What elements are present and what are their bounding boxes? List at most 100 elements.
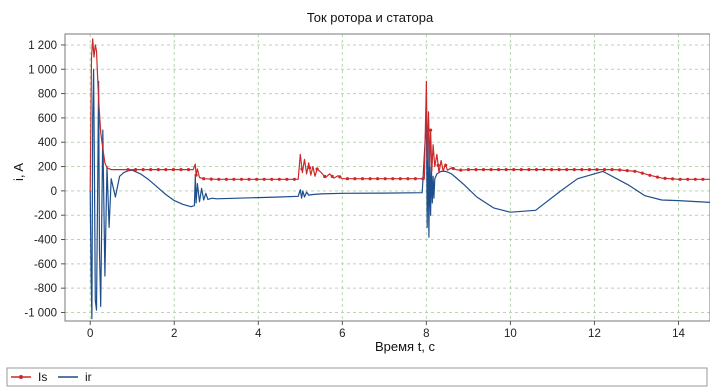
data-point-is bbox=[383, 177, 387, 181]
data-point-is bbox=[376, 177, 380, 181]
data-point-is bbox=[519, 168, 523, 172]
data-point-is bbox=[134, 168, 138, 172]
data-point-is bbox=[595, 168, 599, 172]
y-tick-label: 600 bbox=[38, 113, 57, 125]
data-point-is bbox=[640, 171, 644, 175]
data-point-is bbox=[497, 168, 501, 172]
data-point-is bbox=[565, 168, 569, 172]
data-point-is bbox=[406, 177, 410, 181]
data-point-is bbox=[323, 174, 327, 179]
data-point-is bbox=[186, 168, 191, 172]
chart-title: Ток ротора и статора bbox=[307, 10, 434, 25]
data-point-is bbox=[141, 168, 145, 172]
data-point-is bbox=[239, 177, 244, 181]
data-point-is bbox=[270, 177, 274, 181]
data-point-is bbox=[232, 177, 236, 181]
x-tick-label: 14 bbox=[672, 328, 685, 340]
y-tick-label: 400 bbox=[38, 137, 57, 149]
data-point-is bbox=[255, 177, 259, 181]
data-point-is bbox=[572, 168, 576, 172]
data-point-is bbox=[678, 177, 682, 181]
data-point-is bbox=[217, 177, 221, 181]
data-point-is bbox=[436, 163, 440, 167]
data-point-is bbox=[459, 168, 463, 172]
legend: Is ir bbox=[6, 367, 708, 387]
data-point-is bbox=[345, 177, 349, 181]
data-point-is bbox=[164, 168, 168, 172]
data-point-is bbox=[602, 168, 607, 172]
x-tick-label: 2 bbox=[171, 328, 177, 340]
data-point-is bbox=[149, 168, 153, 172]
data-point-is bbox=[194, 173, 198, 177]
data-point-is bbox=[610, 168, 614, 172]
data-point-is bbox=[671, 177, 675, 181]
data-point-is bbox=[171, 168, 175, 172]
data-point-is bbox=[202, 177, 206, 181]
data-point-is bbox=[413, 177, 417, 181]
data-point-is bbox=[391, 177, 395, 181]
y-tick-label: 0 bbox=[51, 186, 57, 198]
y-axis-ticks: 1 200 1 000 800 600 400 200 0 -200 -400 -600 -800 -… bbox=[24, 40, 65, 319]
data-point-is bbox=[580, 168, 584, 172]
legend-label-is: Is bbox=[38, 370, 47, 384]
data-point-is bbox=[648, 173, 652, 177]
y-tick-label: -800 bbox=[34, 283, 57, 295]
data-point-is bbox=[292, 177, 296, 181]
data-point-is bbox=[466, 168, 470, 172]
data-point-is bbox=[633, 169, 637, 173]
plot-area-frame bbox=[64, 33, 710, 322]
series-line-ir bbox=[89, 68, 710, 320]
x-tick-label: 0 bbox=[87, 328, 93, 340]
y-tick-label: -1 000 bbox=[24, 307, 57, 319]
x-tick-label: 4 bbox=[255, 328, 262, 340]
data-point-is bbox=[693, 177, 697, 181]
legend-label-ir: ir bbox=[85, 370, 92, 384]
data-point-is bbox=[527, 168, 531, 172]
y-tick-label: 200 bbox=[38, 162, 57, 174]
y-tick-label: 1 200 bbox=[28, 40, 57, 52]
data-point-is bbox=[224, 177, 228, 181]
data-point-is bbox=[655, 175, 660, 179]
data-point-is bbox=[156, 168, 160, 172]
legend-box bbox=[6, 367, 708, 387]
data-point-is bbox=[308, 166, 312, 170]
data-point-is bbox=[360, 177, 365, 181]
y-tick-label: -600 bbox=[34, 259, 57, 271]
data-point-is bbox=[663, 176, 667, 180]
data-point-is bbox=[353, 177, 357, 181]
data-point-is bbox=[315, 167, 319, 171]
data-point-is bbox=[542, 168, 546, 172]
x-tick-label: 12 bbox=[588, 328, 601, 340]
y-tick-label: -200 bbox=[34, 210, 57, 222]
x-axis-ticks: 0 2 4 6 8 10 12 14 bbox=[87, 321, 685, 340]
data-point-is bbox=[451, 166, 455, 171]
y-axis-label: i, A bbox=[11, 163, 26, 181]
data-point-is bbox=[277, 177, 281, 181]
data-point-is bbox=[701, 177, 705, 181]
data-point-is bbox=[262, 177, 266, 181]
series-lines bbox=[89, 38, 710, 320]
data-point-is bbox=[126, 168, 130, 172]
data-point-is bbox=[444, 163, 448, 167]
data-point-is bbox=[338, 175, 342, 179]
data-point-is bbox=[550, 168, 554, 172]
data-point-is bbox=[512, 168, 516, 172]
data-point-is bbox=[247, 177, 251, 181]
data-point-is bbox=[421, 177, 425, 181]
data-point-is bbox=[330, 174, 334, 178]
data-point-is bbox=[429, 128, 433, 132]
data-point-is bbox=[504, 168, 508, 172]
y-tick-label: 800 bbox=[38, 89, 57, 101]
data-point-is bbox=[209, 177, 213, 181]
data-point-is bbox=[368, 177, 372, 181]
data-point-is bbox=[481, 168, 486, 172]
data-point-is bbox=[557, 168, 561, 172]
data-point-is bbox=[300, 167, 304, 171]
x-tick-label: 6 bbox=[339, 328, 345, 340]
y-tick-label: 1 000 bbox=[28, 64, 57, 76]
data-point-is bbox=[587, 168, 592, 172]
data-point-is bbox=[625, 169, 629, 173]
x-axis-label: Время t, с bbox=[375, 339, 436, 354]
data-point-is bbox=[534, 168, 539, 172]
